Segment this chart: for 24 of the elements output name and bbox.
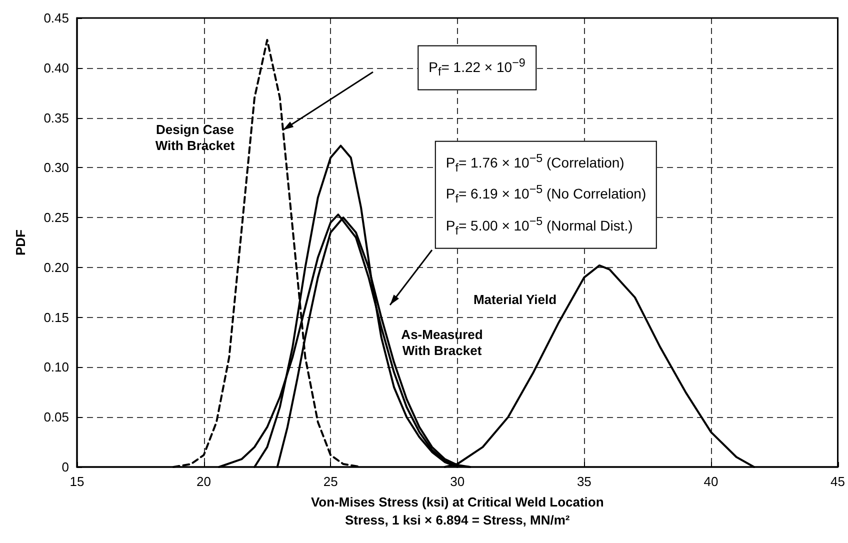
y-tick-label: 0.40: [44, 60, 69, 76]
x-tick-label: 30: [450, 474, 465, 489]
x-tick-label: 40: [704, 474, 718, 489]
y-tick-label: 0.10: [44, 360, 69, 375]
annotation: Material Yield: [473, 292, 557, 308]
y-tick-label: 0.15: [44, 310, 69, 325]
y-tick-label: 0.25: [44, 210, 69, 226]
x-tick-label: 25: [323, 474, 338, 489]
annotation: Design Case With Bracket: [155, 122, 235, 154]
y-tick-label: 0.20: [44, 260, 69, 275]
x-tick-label: 15: [70, 474, 84, 489]
x-tick-label: 45: [830, 474, 846, 489]
annotation: P$_{f}$= 1.22 × 10$^{−9}$: [428, 55, 526, 81]
x-tick-label: 35: [576, 474, 592, 489]
y-axis-title: PDF: [13, 229, 28, 256]
y-tick-label: 0.45: [44, 10, 69, 26]
y-tick-label: 0.05: [44, 410, 69, 425]
x-tick-label: 20: [196, 474, 212, 489]
x-axis-title: Von-Mises Stress (ksi) at Critical Weld Location Stress, 1 ksi × 6.894 = Stress, MN/m²: [310, 494, 604, 528]
y-tick-label: 0: [62, 460, 69, 474]
y-tick-label: 0.30: [44, 160, 69, 176]
text: P$_{f}$= 1.76 × 10$^{−5}$ (Correlation) P$_{f}$= 6.19 × 10$^{−5}$ (No Correlation) P$_{f}$= 5.00 × 10$^{−5}$ (Normal Dist.): [446, 152, 646, 238]
y-tick-label: 0.35: [44, 110, 69, 126]
annotation: As-Measured With Bracket: [401, 327, 483, 359]
